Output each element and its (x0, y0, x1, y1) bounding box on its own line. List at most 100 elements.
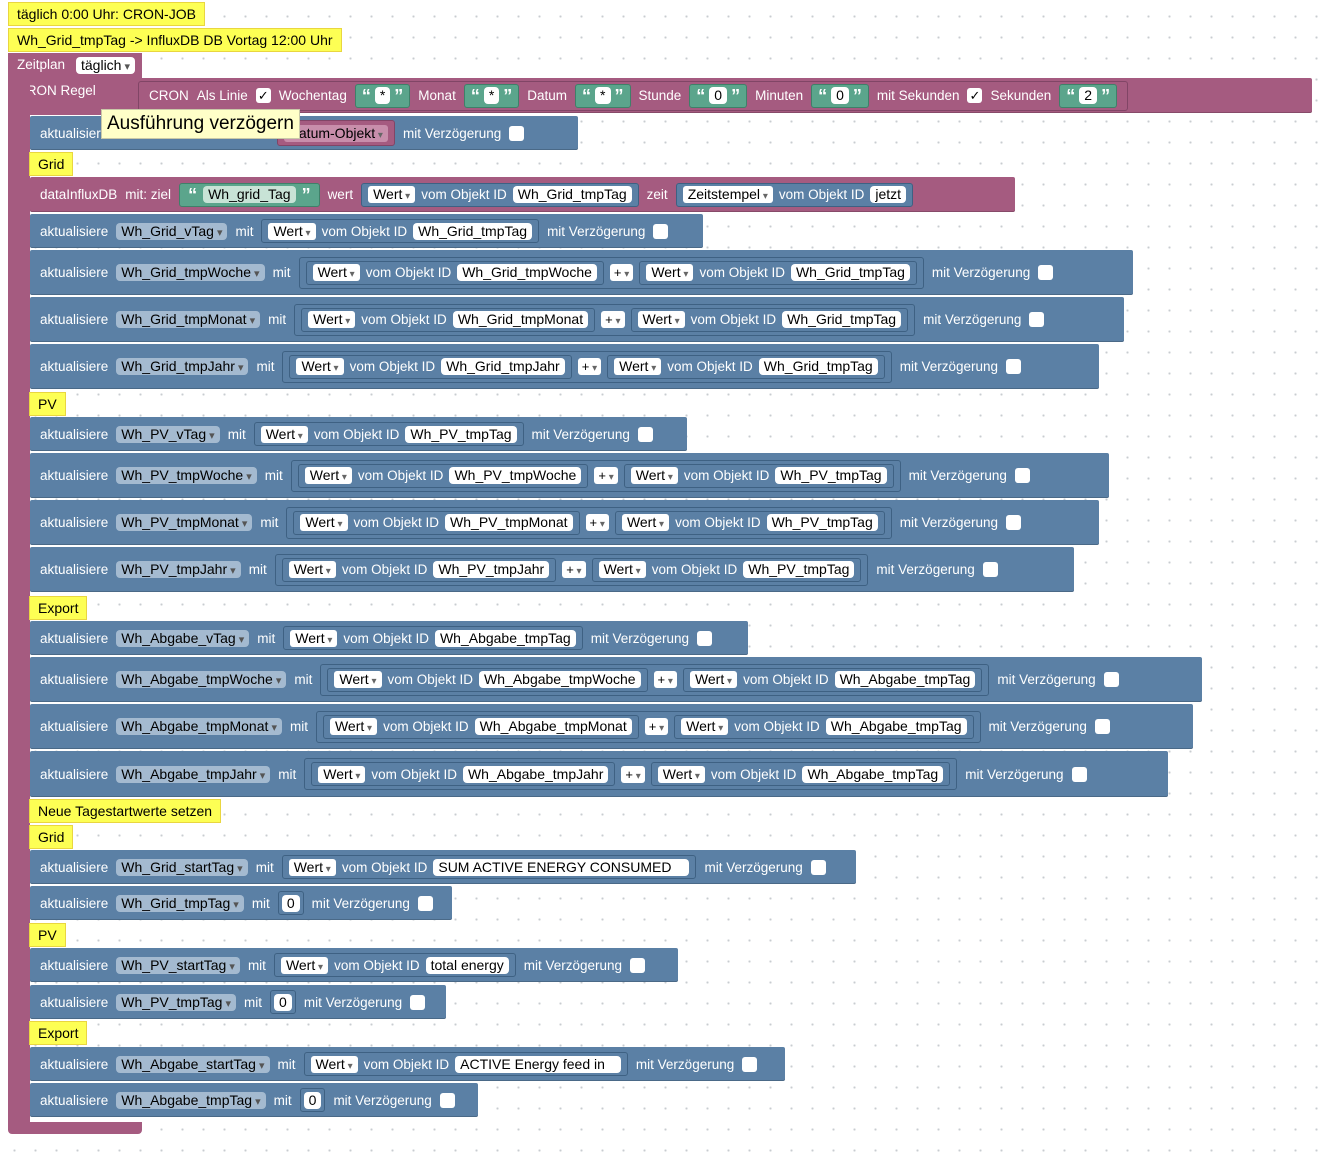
operator-dropdown[interactable]: + (577, 358, 602, 375)
wert-dropdown[interactable]: Wert (689, 671, 738, 688)
math-slot[interactable]: Wert vom Objekt ID Wh_Abgabe_tmpMonat + We… (315, 710, 981, 743)
delay-checkbox[interactable] (417, 895, 433, 911)
influx-wert-slot[interactable]: Wert vom Objekt ID Wh_Grid_tmpTag (361, 182, 639, 207)
value-slot[interactable]: Wert vom Objekt ID Wh_Grid_tmpTag (607, 354, 885, 379)
operator-dropdown[interactable]: + (644, 718, 669, 735)
value-slot[interactable]: Wert vom Objekt ID ACTIVE Energy feed in (303, 1052, 628, 1076)
operator-dropdown[interactable]: + (621, 765, 645, 783)
object-id-field[interactable]: ACTIVE Energy feed in (455, 1055, 621, 1073)
wert-dropdown[interactable]: Wert (310, 1055, 358, 1073)
datum-text[interactable]: “*” (575, 83, 631, 108)
number-field[interactable]: 0 (281, 894, 300, 912)
variable-dropdown[interactable]: Wh_Abgabe_startTag (116, 1055, 270, 1073)
wert-dropdown[interactable]: Wert (637, 311, 685, 328)
operator-dropdown[interactable]: + (653, 671, 677, 688)
update-block[interactable]: aktualisiere Wh_PV_tmpTag mit 0 mit Verz… (30, 985, 446, 1019)
object-id-field[interactable]: Wh_PV_tmpTag (743, 561, 855, 578)
delay-checkbox[interactable] (509, 125, 525, 141)
update-block[interactable]: aktualisiere Wh_Abgabe_tmpWoche mit Wert… (30, 657, 1202, 702)
wert-dropdown[interactable]: Wert (329, 718, 378, 735)
wert-dropdown[interactable]: Wert (368, 186, 416, 203)
variable-dropdown[interactable]: Wh_PV_vTag (116, 425, 220, 443)
wert-dropdown[interactable]: Wert (288, 561, 336, 578)
cron-rule-block[interactable]: CRON Als Linie ✓ Wochentag “*” Monat “*”… (132, 78, 1312, 113)
number-slot[interactable]: 0 (299, 1088, 326, 1112)
object-id-field[interactable]: Wh_Grid_tmpWoche (457, 264, 597, 281)
variable-dropdown[interactable]: Wh_Grid_vTag (116, 222, 228, 240)
object-id-field[interactable]: jetzt (870, 186, 907, 203)
wert-dropdown[interactable]: Wert (646, 264, 694, 281)
delay-checkbox[interactable] (1014, 468, 1030, 483)
wert-dropdown[interactable]: Wert (260, 425, 308, 443)
datum-value[interactable]: * (595, 87, 611, 104)
datum-objekt-dropdown[interactable]: Datum-Objekt (283, 124, 388, 142)
update-block[interactable]: aktualisiere Wh_Grid_tmpJahr mit Wertvom… (30, 344, 1099, 389)
object-id-field[interactable]: Wh_PV_tmpJahr (433, 561, 550, 578)
variable-dropdown[interactable]: Wh_Grid_tmpTag (116, 894, 244, 912)
wochentag-text[interactable]: “*” (354, 83, 411, 108)
wert-dropdown[interactable]: Wert (598, 561, 646, 578)
delay-checkbox[interactable] (1029, 312, 1045, 327)
delay-checkbox[interactable] (1006, 359, 1022, 374)
update-block[interactable]: aktualisiere Wh_Grid_tmpWoche mit Wertvo… (30, 250, 1133, 295)
value-slot[interactable]: Wert vom Objekt ID Wh_Abgabe_tmpMonat (322, 714, 639, 739)
variable-dropdown[interactable]: Wh_Abgabe_tmpWoche (116, 671, 287, 688)
object-id-field[interactable]: Wh_Grid_tmpTag (782, 311, 902, 328)
monat-text[interactable]: “*” (463, 83, 520, 108)
value-slot[interactable]: Wert vom Objekt ID Wh_Grid_tmpWoche (305, 260, 604, 285)
value-slot[interactable]: Wert vom Objekt ID Wh_Abgabe_tmpTag (650, 762, 951, 786)
object-id-field[interactable]: Wh_PV_tmpTag (766, 514, 878, 531)
comment-pv[interactable]: PV (29, 392, 66, 416)
wert-dropdown[interactable]: Wert (300, 514, 348, 531)
ziel-value[interactable]: Wh_grid_Tag (203, 186, 296, 203)
delay-checkbox[interactable] (810, 859, 826, 875)
object-id-field[interactable]: Wh_Grid_tmpTag (413, 222, 533, 240)
influxdb-block[interactable]: dataInfluxDB mit: ziel “ Wh_grid_Tag ” wer… (30, 177, 1015, 212)
delay-checkbox[interactable] (1038, 265, 1054, 280)
stunde-value[interactable]: 0 (709, 87, 728, 104)
value-slot[interactable]: Wert vom Objekt ID Wh_Grid_tmpTag (630, 307, 909, 332)
variable-dropdown[interactable]: Wh_Grid_tmpMonat (116, 311, 261, 328)
variable-dropdown[interactable]: Wh_PV_tmpMonat (116, 514, 253, 531)
wochentag-value[interactable]: * (374, 87, 391, 104)
variable-dropdown[interactable]: Wh_Grid_tmpWoche (116, 264, 265, 281)
delay-checkbox[interactable] (653, 223, 669, 239)
object-id-field[interactable]: Wh_Abgabe_tmpTag (802, 765, 944, 783)
comment-export[interactable]: Export (29, 596, 88, 620)
operator-dropdown[interactable]: + (601, 311, 625, 328)
zeitplan-dropdown[interactable]: täglich (76, 57, 136, 74)
object-id-field[interactable]: Wh_Abgabe_tmpTag (434, 629, 576, 647)
object-id-field[interactable]: Wh_Grid_tmpJahr (441, 358, 565, 375)
comment-influx[interactable]: Wh_Grid_tmpTag -> InfluxDB DB Vortag 12:… (8, 28, 342, 52)
object-id-field[interactable]: SUM ACTIVE ENERGY CONSUMED (433, 858, 690, 876)
wert-dropdown[interactable]: Wert (268, 222, 316, 240)
value-slot[interactable]: Wert vom Objekt ID Wh_Abgabe_tmpTag (682, 667, 983, 692)
object-id-field[interactable]: Wh_PV_tmpTag (775, 467, 887, 484)
variable-dropdown[interactable]: Wh_Abgabe_tmpMonat (116, 718, 282, 735)
value-slot[interactable]: Wert vom Objekt ID Wh_PV_tmpJahr (281, 557, 557, 582)
object-id-field[interactable]: Wh_Grid_tmpTag (790, 264, 910, 281)
delay-checkbox[interactable] (439, 1092, 455, 1108)
delay-checkbox[interactable] (410, 994, 426, 1010)
comment-grid-start[interactable]: Grid (29, 825, 74, 849)
wert-dropdown[interactable]: Wert (288, 858, 336, 876)
number-field[interactable]: 0 (303, 1091, 322, 1109)
value-slot[interactable]: Wert vom Objekt ID Wh_PV_tmpTag (623, 463, 894, 488)
comment-neue-tagestartwerte[interactable]: Neue Tagestartwerte setzen (29, 799, 222, 823)
update-block[interactable]: aktualisiere Wh_Abgabe_tmpJahr mit Wertv… (30, 751, 1168, 797)
delay-checkbox[interactable] (742, 1056, 758, 1072)
object-id-field[interactable]: Wh_Grid_tmpTag (512, 186, 632, 203)
comment-export-start[interactable]: Export (29, 1021, 88, 1045)
update-block[interactable]: aktualisiere Wh_PV_startTag mit Wert vom … (30, 948, 678, 982)
update-block[interactable]: aktualisiere Wh_Grid_vTag mit Wert vom Ob… (30, 214, 703, 248)
wert-dropdown[interactable]: Wert (304, 467, 352, 484)
operator-dropdown[interactable]: + (594, 467, 618, 484)
variable-dropdown[interactable]: Wh_PV_startTag (116, 956, 240, 974)
math-slot[interactable]: Wert vom Objekt ID Wh_Abgabe_tmpWoche + We… (320, 663, 990, 696)
monat-value[interactable]: * (483, 87, 500, 104)
value-slot[interactable]: Wert vom Objekt ID Wh_Abgabe_tmpTag (283, 626, 583, 650)
variable-dropdown[interactable]: Wh_Abgabe_tmpJahr (116, 765, 271, 783)
variable-dropdown[interactable]: Wh_Abgabe_tmpTag (116, 1091, 266, 1109)
